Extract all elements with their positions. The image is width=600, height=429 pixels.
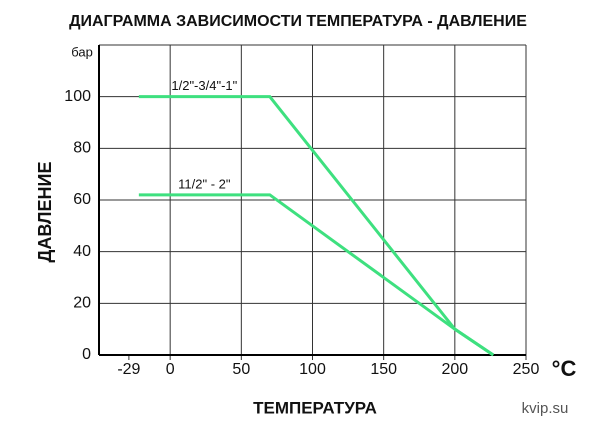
series-label: 1/2"-3/4"-1" bbox=[171, 78, 237, 93]
x-tick-label: 0 bbox=[166, 361, 175, 378]
y-unit: бар bbox=[71, 44, 93, 59]
x-tick-label: 100 bbox=[299, 361, 326, 378]
chart-title: ДИАГРАММА ЗАВИСИМОСТИ ТЕМПЕРАТУРА - ДАВЛ… bbox=[69, 13, 527, 30]
y-tick-label: 80 bbox=[73, 140, 91, 157]
series-line bbox=[138, 193, 495, 357]
x-tick-label: -29 bbox=[117, 361, 140, 378]
y-axis-label: ДАВЛЕНИЕ bbox=[35, 162, 55, 263]
y-tick-label: 60 bbox=[73, 191, 91, 208]
x-tick-label: 150 bbox=[370, 361, 397, 378]
x-unit: °C bbox=[552, 356, 577, 381]
x-tick-label: 250 bbox=[513, 361, 540, 378]
y-tick-label: 100 bbox=[64, 88, 91, 105]
x-tick-label: 50 bbox=[232, 361, 250, 378]
y-tick-label: 0 bbox=[82, 346, 91, 363]
x-tick-label: 200 bbox=[441, 361, 468, 378]
y-tick-label: 40 bbox=[73, 243, 91, 260]
series-line bbox=[138, 95, 495, 357]
watermark: kvip.su bbox=[522, 400, 569, 417]
y-tick-label: 20 bbox=[73, 295, 91, 312]
series-label: 11/2" - 2" bbox=[178, 176, 231, 191]
x-axis-label: ТЕМПЕРАТУРА bbox=[253, 398, 377, 417]
